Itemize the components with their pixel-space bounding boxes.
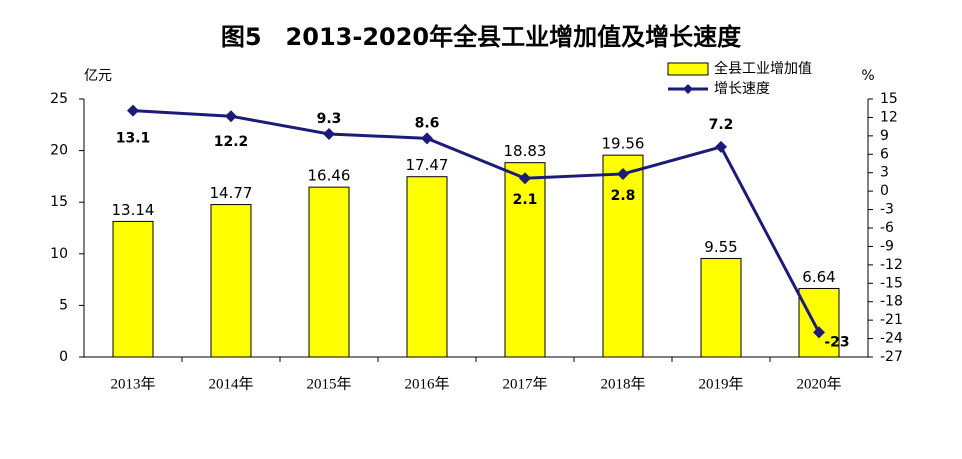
y2-tick-label: 6 bbox=[880, 146, 889, 162]
y2-axis-unit: % bbox=[861, 68, 874, 84]
x-tick-label: 2014年 bbox=[208, 375, 253, 392]
legend-swatch bbox=[667, 62, 709, 76]
line-marker bbox=[715, 140, 727, 153]
y2-tick-label: 15 bbox=[880, 91, 898, 107]
bar bbox=[504, 162, 546, 358]
bar-value-label: 19.56 bbox=[602, 135, 645, 153]
bar bbox=[112, 220, 154, 358]
bar-value-label: 18.83 bbox=[504, 142, 547, 160]
bar bbox=[798, 287, 840, 358]
line-value-label: 2.1 bbox=[513, 192, 538, 208]
y2-tick-label: -21 bbox=[880, 312, 903, 328]
bar-value-label: 13.14 bbox=[112, 201, 155, 219]
y2-tick-label: 9 bbox=[880, 128, 889, 144]
y2-tick-label: 0 bbox=[880, 183, 889, 199]
legend-label: 增长速度 bbox=[714, 81, 770, 97]
chart-title: 图5 2013-2020年全县工业增加值及增长速度 bbox=[221, 23, 742, 51]
line-marker bbox=[617, 167, 629, 180]
line-value-label: 9.3 bbox=[317, 111, 342, 127]
bar bbox=[700, 257, 742, 358]
bar bbox=[210, 204, 252, 358]
line-value-label: 7.2 bbox=[709, 117, 734, 133]
y2-tick-label: -12 bbox=[880, 257, 903, 273]
x-tick-label: 2020年 bbox=[796, 375, 841, 392]
bar-value-label: 6.64 bbox=[802, 268, 835, 286]
y2-tick-label: -24 bbox=[880, 331, 903, 347]
line-value-label: 2.8 bbox=[611, 188, 636, 204]
line-value-label: 8.6 bbox=[415, 115, 440, 131]
y2-tick-label: 3 bbox=[880, 165, 889, 181]
bar-value-label: 17.47 bbox=[406, 156, 449, 174]
x-tick-label: 2015年 bbox=[306, 375, 351, 392]
y2-tick-label: -18 bbox=[880, 294, 903, 310]
y-tick-label: 5 bbox=[59, 297, 68, 313]
line-marker bbox=[813, 326, 825, 339]
legend-label: 全县工业增加值 bbox=[714, 60, 812, 77]
x-tick-label: 2016年 bbox=[404, 375, 449, 392]
line-value-label: -23 bbox=[824, 334, 849, 350]
line bbox=[132, 109, 821, 334]
bar-value-label: 16.46 bbox=[308, 167, 351, 185]
y-tick-label: 0 bbox=[59, 349, 68, 365]
y-tick-label: 20 bbox=[50, 143, 68, 159]
y-axis-unit: 亿元 bbox=[84, 68, 112, 84]
line-marker bbox=[421, 132, 433, 145]
y2-tick-label: -15 bbox=[880, 275, 903, 291]
x-tick-label: 2019年 bbox=[698, 375, 743, 392]
line-value-label: 13.1 bbox=[116, 131, 151, 147]
bar bbox=[406, 176, 448, 358]
y-tick-label: 10 bbox=[50, 246, 68, 262]
y2-tick-label: -9 bbox=[880, 238, 894, 254]
y-tick-label: 25 bbox=[50, 91, 68, 107]
line-marker bbox=[225, 110, 237, 123]
line-marker bbox=[127, 104, 139, 117]
bar-value-label: 14.77 bbox=[210, 184, 253, 202]
bar bbox=[308, 186, 350, 358]
y-tick-label: 15 bbox=[50, 194, 68, 210]
legend-swatch bbox=[683, 84, 693, 94]
bar-value-label: 9.55 bbox=[704, 238, 737, 256]
line-marker bbox=[519, 172, 531, 185]
x-tick-label: 2013年 bbox=[110, 375, 155, 392]
y2-tick-label: -6 bbox=[880, 220, 894, 236]
line-marker bbox=[323, 128, 335, 141]
bar bbox=[602, 154, 644, 358]
y2-tick-label: -3 bbox=[880, 202, 894, 218]
x-tick-label: 2017年 bbox=[502, 375, 547, 392]
y2-tick-label: 12 bbox=[880, 109, 898, 125]
x-tick-label: 2018年 bbox=[600, 375, 645, 392]
y2-tick-label: -27 bbox=[880, 349, 903, 365]
line-value-label: 12.2 bbox=[214, 134, 249, 150]
